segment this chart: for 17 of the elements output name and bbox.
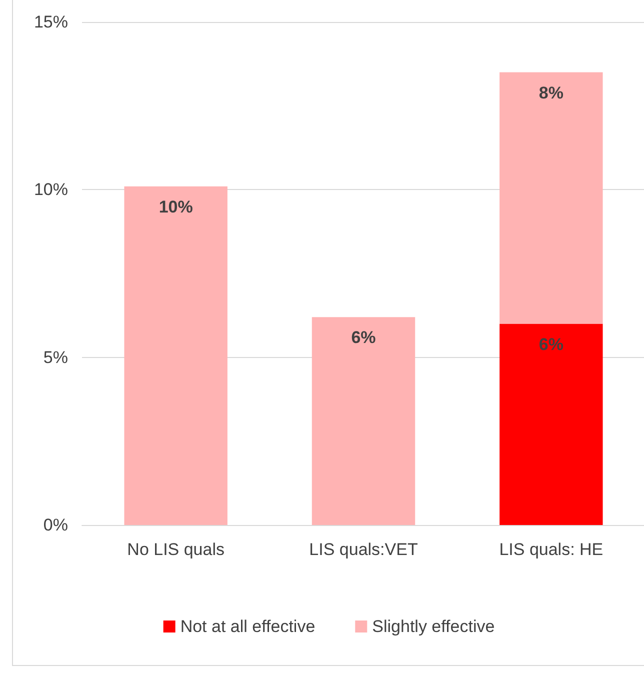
x-tick-label: No LIS quals (127, 540, 225, 559)
x-tick-label: LIS quals: HE (499, 540, 604, 559)
bar (124, 186, 228, 525)
legend-label: Slightly effective (372, 617, 495, 636)
y-tick-label: 10% (34, 180, 68, 200)
bar (500, 324, 603, 525)
y-tick-label: 0% (43, 516, 68, 534)
data-label: 6% (351, 328, 376, 348)
legend-label: Not at all effective (180, 617, 316, 636)
y-tick-label: 15% (34, 12, 68, 32)
x-tick-label: LIS quals:VET (309, 540, 418, 559)
data-label: 6% (538, 334, 564, 354)
y-tick-label: 5% (43, 348, 68, 367)
data-label: 8% (538, 83, 564, 102)
bar (500, 72, 603, 324)
bar (312, 317, 416, 525)
data-label: 10% (158, 197, 193, 216)
